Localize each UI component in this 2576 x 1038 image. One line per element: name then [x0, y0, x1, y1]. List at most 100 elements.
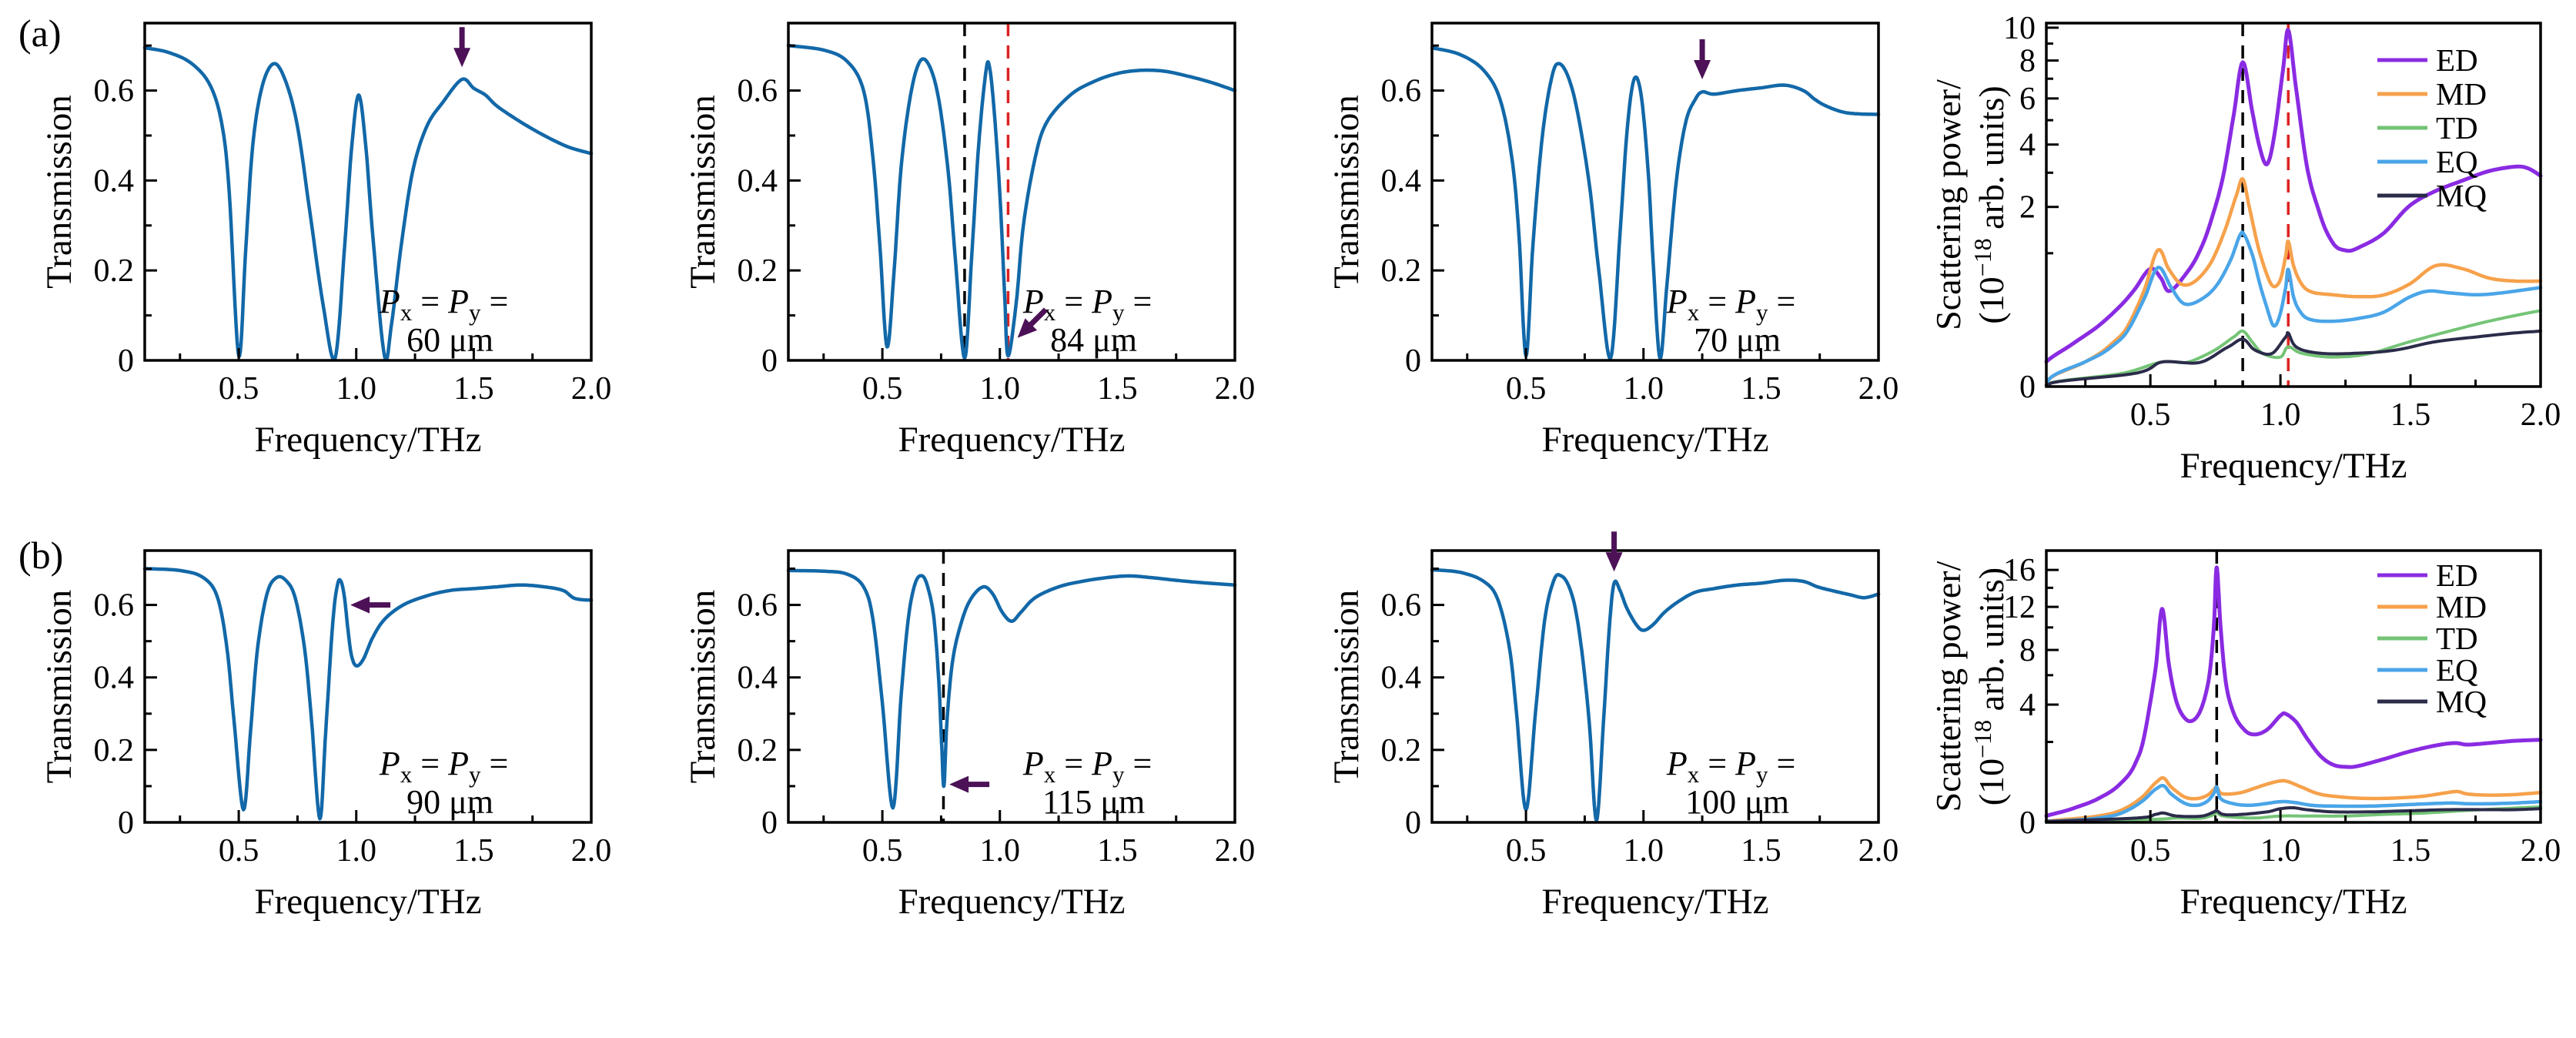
y-tick-label: 0.6 [1381, 588, 1422, 624]
annotation-period-formula: Px = Py = [379, 283, 508, 326]
x-axis-label: Frequency/THz [1542, 882, 1769, 922]
legend-label-MD: MD [2436, 76, 2487, 112]
y-axis-label: Transmission [683, 95, 723, 289]
y-tick-label: 4 [2019, 128, 2036, 163]
x-tick-label: 0.5 [862, 371, 903, 407]
x-tick-label: 1.5 [1741, 833, 1781, 869]
x-tick-label: 1.0 [979, 371, 1020, 407]
annotation-arrow [949, 775, 990, 793]
x-tick-label: 0.5 [1506, 371, 1547, 407]
y-tick-label: 0.2 [94, 733, 135, 768]
y-axis-label: Transmission [1326, 95, 1367, 289]
annotation-period-value: 90 μm [406, 783, 493, 821]
x-axis-label: Frequency/THz [898, 420, 1126, 460]
y-tick-label: 0.4 [1381, 661, 1422, 696]
series-T [786, 568, 1237, 810]
y-tick-label: 0 [118, 343, 134, 379]
annotation-period-value: 115 μm [1042, 783, 1145, 821]
y-axis-label: Transmission [39, 590, 79, 784]
x-tick-label: 0.5 [1506, 833, 1547, 869]
legend-item-MQ: MQ [2377, 178, 2487, 213]
x-tick-label: 2.0 [1215, 833, 1256, 869]
x-tick-label: 0.5 [2130, 397, 2171, 433]
x-axis-label: Frequency/THz [2180, 882, 2407, 922]
y-tick-label: 12 [2003, 590, 2036, 625]
y-tick-label: 2 [2019, 190, 2036, 226]
x-axis-label: Frequency/THz [1542, 420, 1769, 460]
annotation-arrow [453, 27, 471, 68]
axes-frame [1430, 549, 1880, 824]
legend-label-TD: TD [2436, 621, 2478, 656]
y-axis-label-line1: Scattering power/ [1931, 561, 1968, 812]
plot-transmission-100um: 0.5 1.0 1.5 2.0 0 0.2 0.4 0.6 Frequency/THz Trans… [1326, 531, 1899, 922]
y-tick-label: 4 [2019, 688, 2036, 723]
x-tick-label: 2.0 [2521, 397, 2561, 433]
annotation-period-value: 60 μm [406, 321, 493, 359]
legend-item-EQ: EQ [2377, 652, 2478, 688]
y-axis-label: Transmission [683, 590, 723, 784]
y-tick-label: 0.4 [94, 661, 135, 696]
legend-label-EQ: EQ [2436, 652, 2478, 688]
series-MD [2044, 775, 2543, 823]
panel-label-b: (b) [18, 534, 64, 577]
legend-item-MD: MD [2377, 76, 2487, 112]
series-T [1430, 568, 1881, 822]
annotation-arrow [350, 596, 391, 614]
annotation-period-value: 84 μm [1050, 321, 1137, 359]
y-tick-label: 0.2 [1381, 253, 1422, 289]
annotation-period-value: 100 μm [1685, 783, 1789, 821]
y-tick-label: 10 [2003, 11, 2036, 46]
y-tick-label: 0.6 [738, 588, 778, 624]
series-EQ [2044, 783, 2543, 823]
x-axis-label: Frequency/THz [2180, 446, 2407, 486]
y-tick-label: 0.6 [738, 74, 778, 109]
y-tick-label: 6 [2019, 82, 2036, 117]
plot-transmission-60um: 0.5 1.0 1.5 2.0 0 0.2 0.4 0.6 Frequency/THz Trans… [39, 22, 612, 460]
axes-frame [787, 549, 1236, 824]
x-tick-label: 1.5 [2390, 397, 2431, 433]
y-axis-label: Transmission [1326, 590, 1367, 784]
y-tick-label: 0.2 [1381, 733, 1422, 768]
x-axis-label: Frequency/THz [255, 420, 482, 460]
x-tick-label: 1.5 [1097, 833, 1138, 869]
series-MQ [2045, 330, 2542, 387]
x-tick-label: 2.0 [1858, 833, 1899, 869]
legend-label-EQ: EQ [2436, 144, 2478, 179]
annotation-arrow [1694, 39, 1711, 79]
x-tick-label: 2.0 [2521, 833, 2561, 869]
x-tick-label: 0.5 [219, 371, 259, 407]
y-tick-label: 16 [2003, 553, 2036, 588]
y-tick-label: 0.2 [738, 733, 778, 768]
x-tick-label: 1.0 [336, 371, 376, 407]
x-tick-label: 1.0 [2260, 397, 2301, 433]
axes-frame [1430, 22, 1880, 362]
x-axis-label: Frequency/THz [255, 882, 482, 922]
y-tick-label: 0 [2019, 805, 2036, 841]
y-tick-label: 0 [118, 805, 134, 841]
x-tick-label: 1.5 [1097, 371, 1138, 407]
x-tick-label: 1.0 [1623, 833, 1664, 869]
y-tick-label: 0 [2019, 370, 2036, 405]
x-tick-label: 1.0 [1623, 371, 1664, 407]
legend-item-TD: TD [2377, 621, 2478, 656]
x-tick-label: 2.0 [571, 371, 612, 407]
x-tick-label: 0.5 [219, 833, 259, 869]
x-tick-label: 1.5 [1741, 371, 1781, 407]
y-tick-label: 0 [761, 343, 778, 379]
series-T [786, 43, 1237, 360]
y-tick-label: 0.2 [738, 253, 778, 289]
y-axis-label: Transmission [39, 95, 79, 289]
y-tick-label: 0 [761, 805, 778, 841]
annotation-period-formula: Px = Py = [379, 745, 508, 788]
x-tick-label: 1.5 [453, 833, 494, 869]
series-EQ [2044, 230, 2543, 387]
legend-label-MQ: MQ [2436, 684, 2487, 719]
y-tick-label: 0.4 [738, 163, 778, 199]
legend-label-MQ: MQ [2436, 178, 2487, 213]
panel-label-a: (a) [18, 12, 62, 55]
x-tick-label: 1.5 [2390, 833, 2431, 869]
legend-label-TD: TD [2436, 110, 2478, 146]
